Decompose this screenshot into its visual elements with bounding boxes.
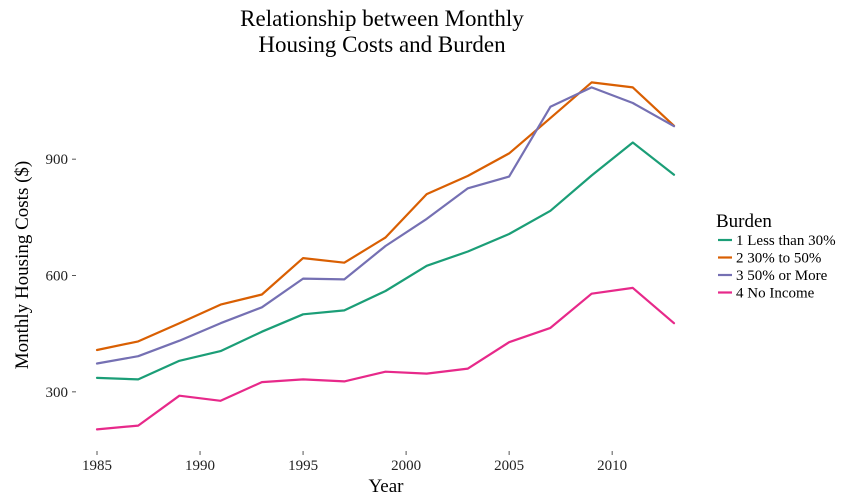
legend-label-1: 1 Less than 30% xyxy=(736,233,836,249)
x-axis-title: Year xyxy=(368,476,404,497)
x-tick-label: 1990 xyxy=(185,458,215,474)
x-axis: 1985 1990 1995 2000 2005 2010 xyxy=(82,451,627,474)
chart-title-line-2: Housing Costs and Burden xyxy=(258,32,506,57)
y-tick-label: 900 xyxy=(46,152,69,168)
y-tick-label: 300 xyxy=(46,385,69,401)
legend: Burden 1 Less than 30% 2 30% to 50%3 50% … xyxy=(716,211,836,302)
series-line-4 xyxy=(95,286,676,431)
plot-area xyxy=(95,81,676,431)
legend-title: Burden xyxy=(716,211,772,232)
y-tick-label: 600 xyxy=(46,269,69,285)
chart-title-line-1: Relationship between Monthly xyxy=(240,6,524,31)
legend-label-3: 3 50% or More xyxy=(736,268,828,284)
series-line-2 xyxy=(95,81,676,352)
y-axis-title: Monthly Housing Costs ($) xyxy=(12,161,33,370)
x-tick-label: 1985 xyxy=(82,458,112,474)
legend-label-4: 4 No Income xyxy=(736,286,815,302)
chart-title: Relationship between Monthly Housing Cos… xyxy=(240,6,524,57)
x-tick-label: 2010 xyxy=(597,458,627,474)
series-line-1 xyxy=(95,141,676,381)
x-tick-label: 1995 xyxy=(288,458,318,474)
series-line-3 xyxy=(95,86,676,365)
y-axis: 300 600 900 xyxy=(46,152,76,401)
legend-label-2: 2 30% to 50% xyxy=(736,251,821,267)
x-tick-label: 2000 xyxy=(391,458,421,474)
x-tick-label: 2005 xyxy=(494,458,524,474)
